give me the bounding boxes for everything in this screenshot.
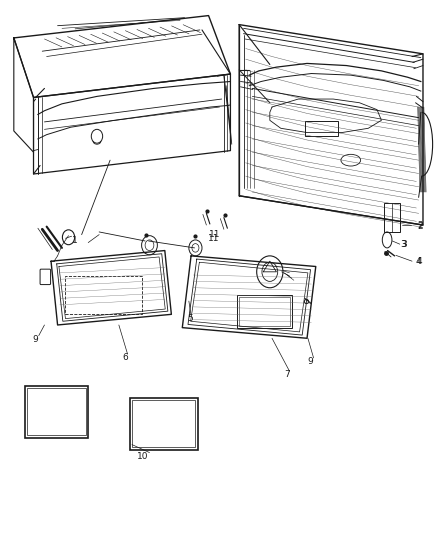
Text: 2: 2: [416, 221, 422, 230]
Bar: [237, 295, 291, 328]
Bar: [383, 203, 399, 232]
Text: 2: 2: [416, 222, 422, 231]
Text: 11: 11: [208, 235, 219, 244]
Bar: [239, 297, 289, 326]
Bar: [130, 398, 197, 450]
Text: 3: 3: [400, 240, 406, 249]
Bar: [25, 385, 88, 438]
Text: 3: 3: [399, 240, 405, 249]
Text: 5: 5: [187, 314, 193, 323]
Text: 4: 4: [415, 257, 420, 265]
Bar: [27, 388, 86, 435]
Text: 9: 9: [307, 357, 312, 366]
Text: 6: 6: [122, 353, 128, 362]
Text: 9: 9: [32, 335, 38, 344]
Bar: [304, 122, 337, 136]
Bar: [65, 276, 142, 314]
Text: 4: 4: [415, 257, 421, 266]
Text: 1: 1: [72, 237, 78, 246]
Text: 11: 11: [208, 230, 219, 239]
Text: 7: 7: [284, 370, 290, 379]
Bar: [132, 400, 195, 447]
Text: 10: 10: [137, 452, 148, 461]
